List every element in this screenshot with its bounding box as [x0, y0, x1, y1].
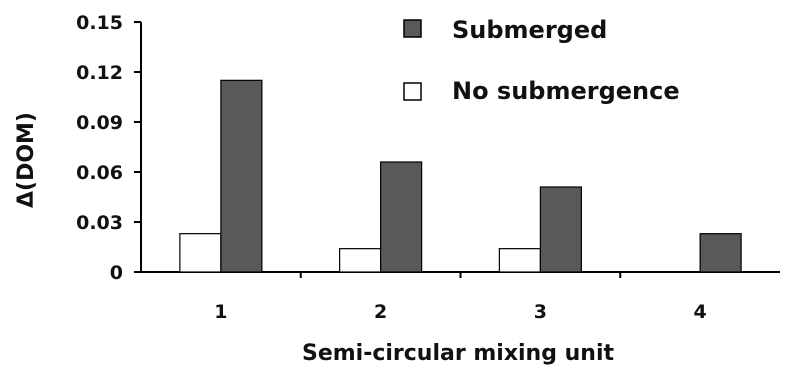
- legend-label-no-submergence: No submergence: [452, 77, 680, 105]
- x-tick-label: 2: [374, 301, 387, 323]
- bar-submerged-4: [699, 233, 742, 273]
- y-axis-title: Δ(DOM): [14, 112, 39, 208]
- y-tick-label: 0.09: [76, 112, 123, 134]
- bars: [179, 79, 742, 273]
- y-tick-label: 0.15: [76, 12, 123, 34]
- bar-submerged-3: [539, 186, 582, 273]
- x-tick-label: 1: [214, 301, 227, 323]
- y-tick-label: 0: [110, 262, 123, 284]
- x-tick-label: 3: [534, 301, 547, 323]
- x-ticks: 1 2 3 4: [214, 272, 707, 323]
- legend-label-submerged: Submerged: [452, 16, 607, 44]
- bar-no-submergence-1: [179, 233, 222, 273]
- bar-no-submergence-2: [339, 248, 382, 273]
- legend-swatch-no-submergence: [403, 82, 422, 101]
- y-tick-label: 0.03: [76, 212, 123, 234]
- x-tick-label: 4: [694, 301, 707, 323]
- bar-submerged-2: [380, 161, 423, 273]
- bar-submerged-1: [220, 79, 263, 273]
- x-axis-title: Semi-circular mixing unit: [302, 341, 615, 366]
- y-ticks: 0 0.03 0.06 0.09 0.12 0.15: [76, 12, 141, 284]
- legend: Submerged No submergence: [403, 16, 680, 105]
- y-tick-label: 0.06: [76, 162, 123, 184]
- bar-no-submergence-3: [498, 248, 541, 273]
- x-axis: 1 2 3 4: [141, 271, 780, 323]
- y-axis: 0 0.03 0.06 0.09 0.12 0.15: [76, 12, 142, 284]
- y-tick-label: 0.12: [76, 62, 123, 84]
- legend-swatch-submerged: [403, 19, 422, 38]
